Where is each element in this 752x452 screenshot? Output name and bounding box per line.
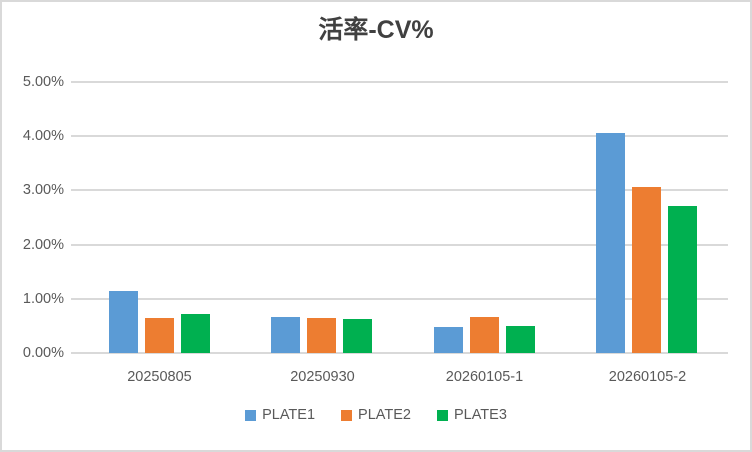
legend-swatch-plate1 xyxy=(245,409,257,421)
x-category-label: 20250930 xyxy=(290,369,355,385)
legend-swatch-plate2 xyxy=(341,409,353,421)
y-axis-tick xyxy=(71,298,78,300)
bar-plate1-20250805 xyxy=(109,291,138,353)
bar-plate2-20250805 xyxy=(145,318,174,353)
legend-item-plate1: PLATE1 xyxy=(245,408,315,422)
legend-item-plate2: PLATE2 xyxy=(341,408,411,422)
x-category-label: 20250805 xyxy=(127,369,192,385)
y-axis-tick xyxy=(71,135,78,137)
gridline xyxy=(78,298,728,300)
legend-label: PLATE1 xyxy=(262,407,316,423)
y-axis-tick xyxy=(71,244,78,246)
legend-item-plate3: PLATE3 xyxy=(436,407,507,423)
bar-plate3-20260105-1 xyxy=(506,326,535,353)
bar-plate1-20260105-2 xyxy=(596,133,625,353)
y-axis-tick xyxy=(71,352,78,354)
legend-label: PLATE2 xyxy=(358,407,411,423)
bar-plate3-20260105-2 xyxy=(668,206,697,353)
y-tick-label: 0.00% xyxy=(22,345,64,361)
chart-title: 活率-CV% xyxy=(318,16,434,44)
y-axis-tick xyxy=(71,189,78,191)
gridline xyxy=(78,352,728,354)
legend: PLATE1 PLATE2 PLATE3 xyxy=(0,408,752,422)
bar-plate2-20260105-2 xyxy=(632,187,661,353)
legend-label: PLATE3 xyxy=(453,407,507,423)
y-tick-label: 5.00% xyxy=(22,74,64,90)
y-axis-tick xyxy=(71,81,78,83)
gridline xyxy=(78,135,728,137)
x-category-label: 20260105-1 xyxy=(445,369,524,385)
bar-plate3-20250930 xyxy=(343,319,372,353)
y-tick-label: 3.00% xyxy=(22,182,64,198)
gridline xyxy=(78,244,728,246)
bar-plate3-20250805 xyxy=(181,314,210,353)
y-tick-label: 4.00% xyxy=(22,128,64,144)
legend-swatch-plate3 xyxy=(436,409,448,421)
gridline xyxy=(78,189,728,191)
bar-plate1-20250930 xyxy=(271,317,300,353)
bar-plate2-20260105-1 xyxy=(470,317,499,353)
bar-plate2-20250930 xyxy=(307,318,336,353)
x-category-label: 20260105-2 xyxy=(608,369,687,385)
y-tick-label: 2.00% xyxy=(22,237,64,253)
bar-plate1-20260105-1 xyxy=(434,327,463,353)
gridline xyxy=(78,81,728,83)
y-tick-label: 1.00% xyxy=(22,291,64,307)
